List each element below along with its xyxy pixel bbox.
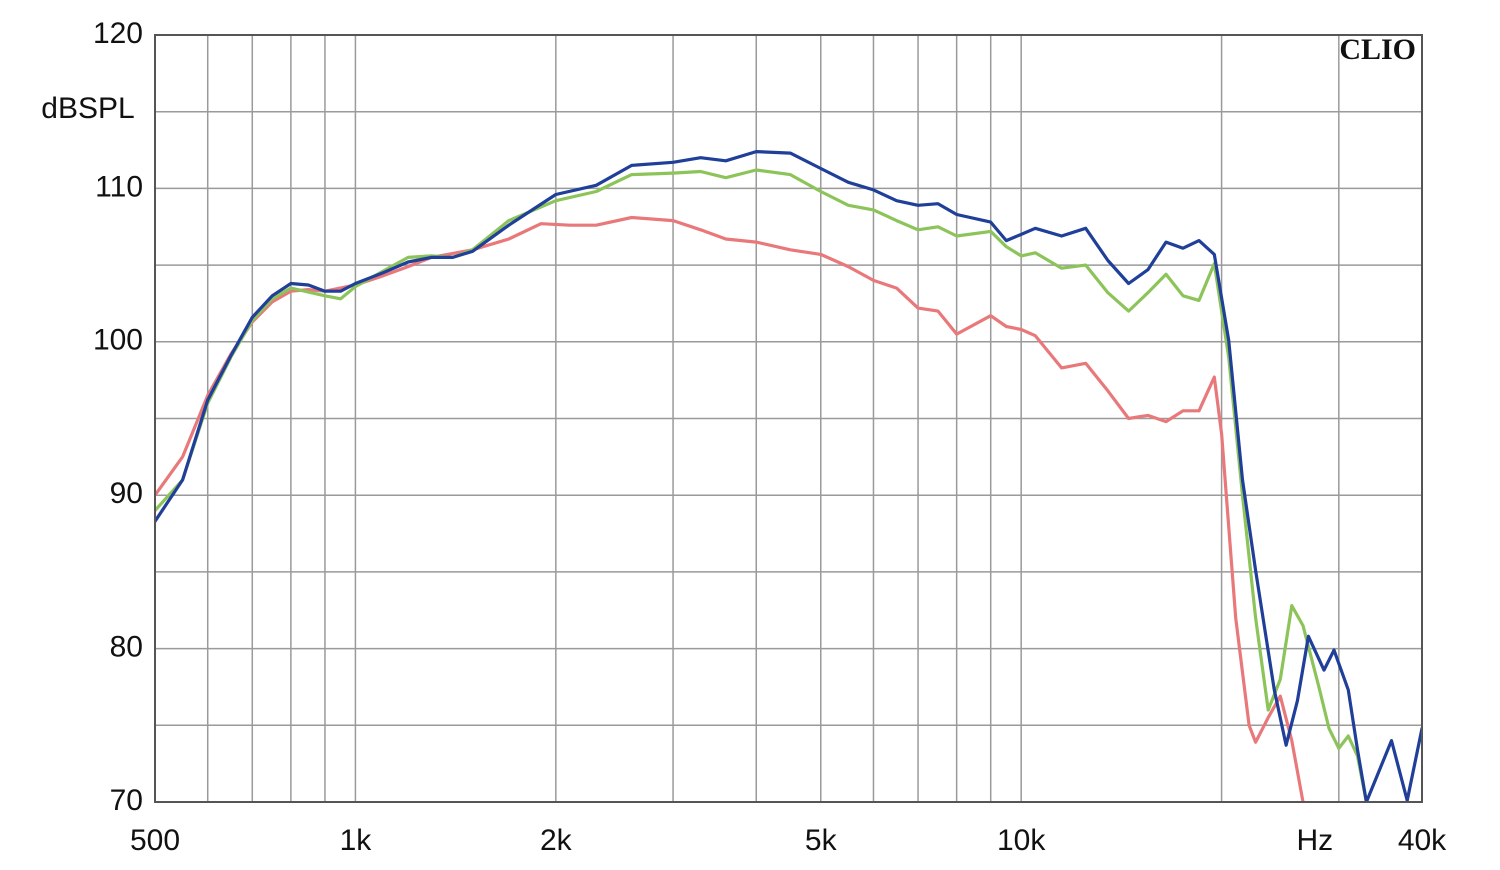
plot-lines [155,150,1422,802]
y-tick-label: 90 [110,477,143,510]
x-tick-label: 40k [1398,824,1447,857]
y-tick-label: 70 [110,784,143,817]
y-tick-label: 80 [110,631,143,664]
x-tick-label: 5k [805,824,838,857]
y-tick-label: 110 [95,170,143,203]
x-tick-label: 10k [997,824,1046,857]
y-tick-label: 120 [93,17,143,50]
x-tick-label: 1k [340,824,373,857]
x-tick-label: 2k [540,824,573,857]
y-tick-label: 100 [93,324,143,357]
response-line [155,215,1305,802]
grid [154,34,1423,803]
plot-frame [154,34,1423,803]
response-line [155,150,1422,802]
x-tick-label: Hz [1296,824,1333,857]
x-tick-label: 500 [130,824,180,857]
watermark: CLIO [1339,33,1416,66]
y-axis-label: dBSPL [41,92,134,125]
